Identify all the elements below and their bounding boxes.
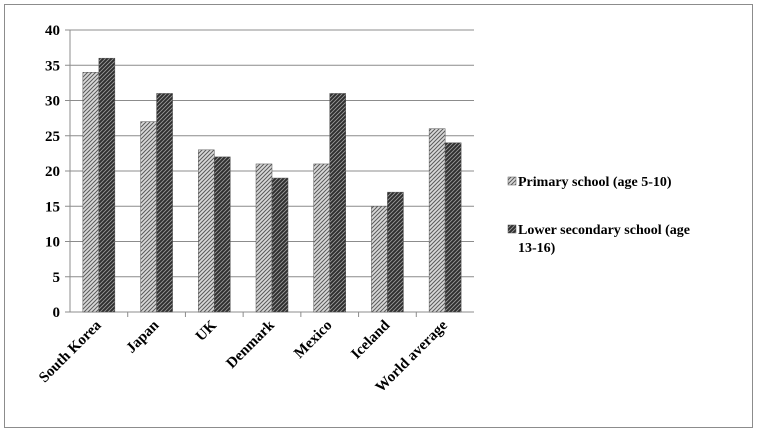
legend-label: Lower secondary school (age: [518, 223, 690, 238]
bar-primary: [371, 206, 388, 313]
bar-primary: [255, 163, 273, 313]
y-tick-label: 40: [45, 23, 60, 39]
bars: [82, 57, 462, 313]
legend-label: 13-16): [518, 241, 556, 256]
x-tick-label: Mexico: [291, 318, 335, 362]
bar-primary: [82, 72, 100, 313]
bar-lower-secondary: [98, 57, 116, 313]
y-tick-label: 20: [45, 164, 60, 180]
y-tick-label: 0: [53, 305, 61, 321]
x-tick-label: Denmark: [224, 317, 279, 372]
y-tick-label: 30: [45, 94, 60, 110]
bar-lower-secondary: [214, 156, 231, 313]
legend-label: Primary school (age 5-10): [518, 175, 672, 190]
bar-lower-secondary: [329, 93, 346, 313]
bar-lower-secondary: [156, 93, 173, 313]
y-tick-label: 15: [45, 199, 60, 215]
bar-primary: [313, 163, 330, 313]
legend-item: Lower secondary school (age 13-16): [507, 223, 690, 256]
gridlines: [70, 29, 474, 278]
legend-swatch: [507, 176, 517, 186]
bar-primary: [140, 121, 157, 313]
y-tick-label: 35: [45, 58, 60, 74]
y-tick-label: 5: [53, 270, 61, 286]
x-tick-label: Japan: [123, 317, 162, 356]
y-tick-label: 10: [45, 235, 60, 251]
x-tick-label: UK: [193, 317, 220, 344]
legend-swatch: [507, 224, 517, 234]
y-tick-labels: 0 5 10 15 20 25 30 35 40: [45, 23, 60, 321]
legend-item: Primary school (age 5-10): [507, 175, 672, 190]
bar-lower-secondary: [444, 142, 462, 313]
bar-lower-secondary: [387, 191, 404, 313]
x-tick-label: South Korea: [36, 317, 105, 386]
x-tick-label: Iceland: [348, 317, 393, 362]
x-tick-labels: South Korea Japan UK Denmark Mexico IcelandWo…: [36, 317, 451, 396]
bar-primary: [198, 149, 215, 313]
bar-primary: [428, 128, 446, 313]
bar-lower-secondary: [271, 177, 289, 313]
legend: Primary school (age 5-10) Lower secondary…: [507, 175, 690, 256]
y-tick-label: 25: [45, 129, 60, 145]
